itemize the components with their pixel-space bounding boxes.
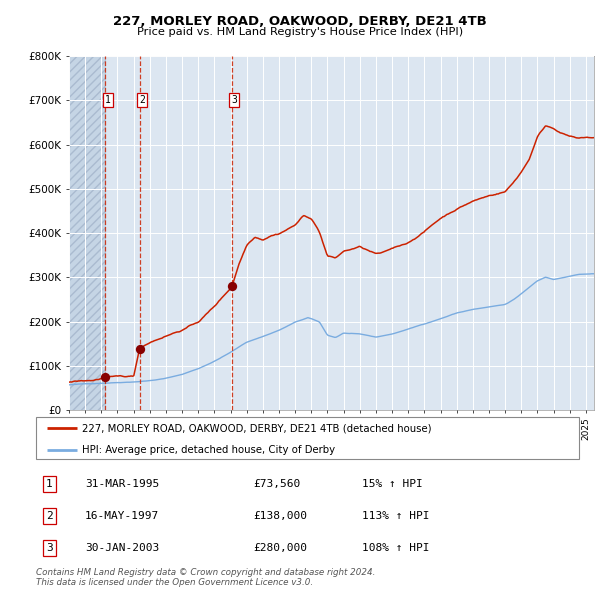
Text: 3: 3 [46, 543, 53, 553]
Text: 1: 1 [105, 96, 110, 105]
Text: 15% ↑ HPI: 15% ↑ HPI [362, 479, 422, 489]
FancyBboxPatch shape [36, 417, 579, 459]
Text: 2: 2 [139, 96, 145, 105]
Text: £73,560: £73,560 [253, 479, 301, 489]
Text: 113% ↑ HPI: 113% ↑ HPI [362, 511, 430, 521]
Text: 31-MAR-1995: 31-MAR-1995 [85, 479, 159, 489]
Point [227, 281, 236, 291]
Text: HPI: Average price, detached house, City of Derby: HPI: Average price, detached house, City… [82, 445, 335, 455]
Bar [69, 56, 105, 410]
Text: 30-JAN-2003: 30-JAN-2003 [85, 543, 159, 553]
Text: Contains HM Land Registry data © Crown copyright and database right 2024.: Contains HM Land Registry data © Crown c… [36, 568, 376, 576]
Text: Price paid vs. HM Land Registry's House Price Index (HPI): Price paid vs. HM Land Registry's House … [137, 27, 463, 37]
Text: 227, MORLEY ROAD, OAKWOOD, DERBY, DE21 4TB: 227, MORLEY ROAD, OAKWOOD, DERBY, DE21 4… [113, 15, 487, 28]
Point [135, 344, 145, 353]
Point [100, 373, 110, 382]
Text: 16-MAY-1997: 16-MAY-1997 [85, 511, 159, 521]
Text: £138,000: £138,000 [253, 511, 307, 521]
Text: 1: 1 [46, 479, 53, 489]
Text: 108% ↑ HPI: 108% ↑ HPI [362, 543, 430, 553]
Text: 227, MORLEY ROAD, OAKWOOD, DERBY, DE21 4TB (detached house): 227, MORLEY ROAD, OAKWOOD, DERBY, DE21 4… [82, 424, 432, 434]
Text: 2: 2 [46, 511, 53, 521]
Text: This data is licensed under the Open Government Licence v3.0.: This data is licensed under the Open Gov… [36, 578, 313, 587]
Text: 3: 3 [232, 96, 237, 105]
Text: £280,000: £280,000 [253, 543, 307, 553]
